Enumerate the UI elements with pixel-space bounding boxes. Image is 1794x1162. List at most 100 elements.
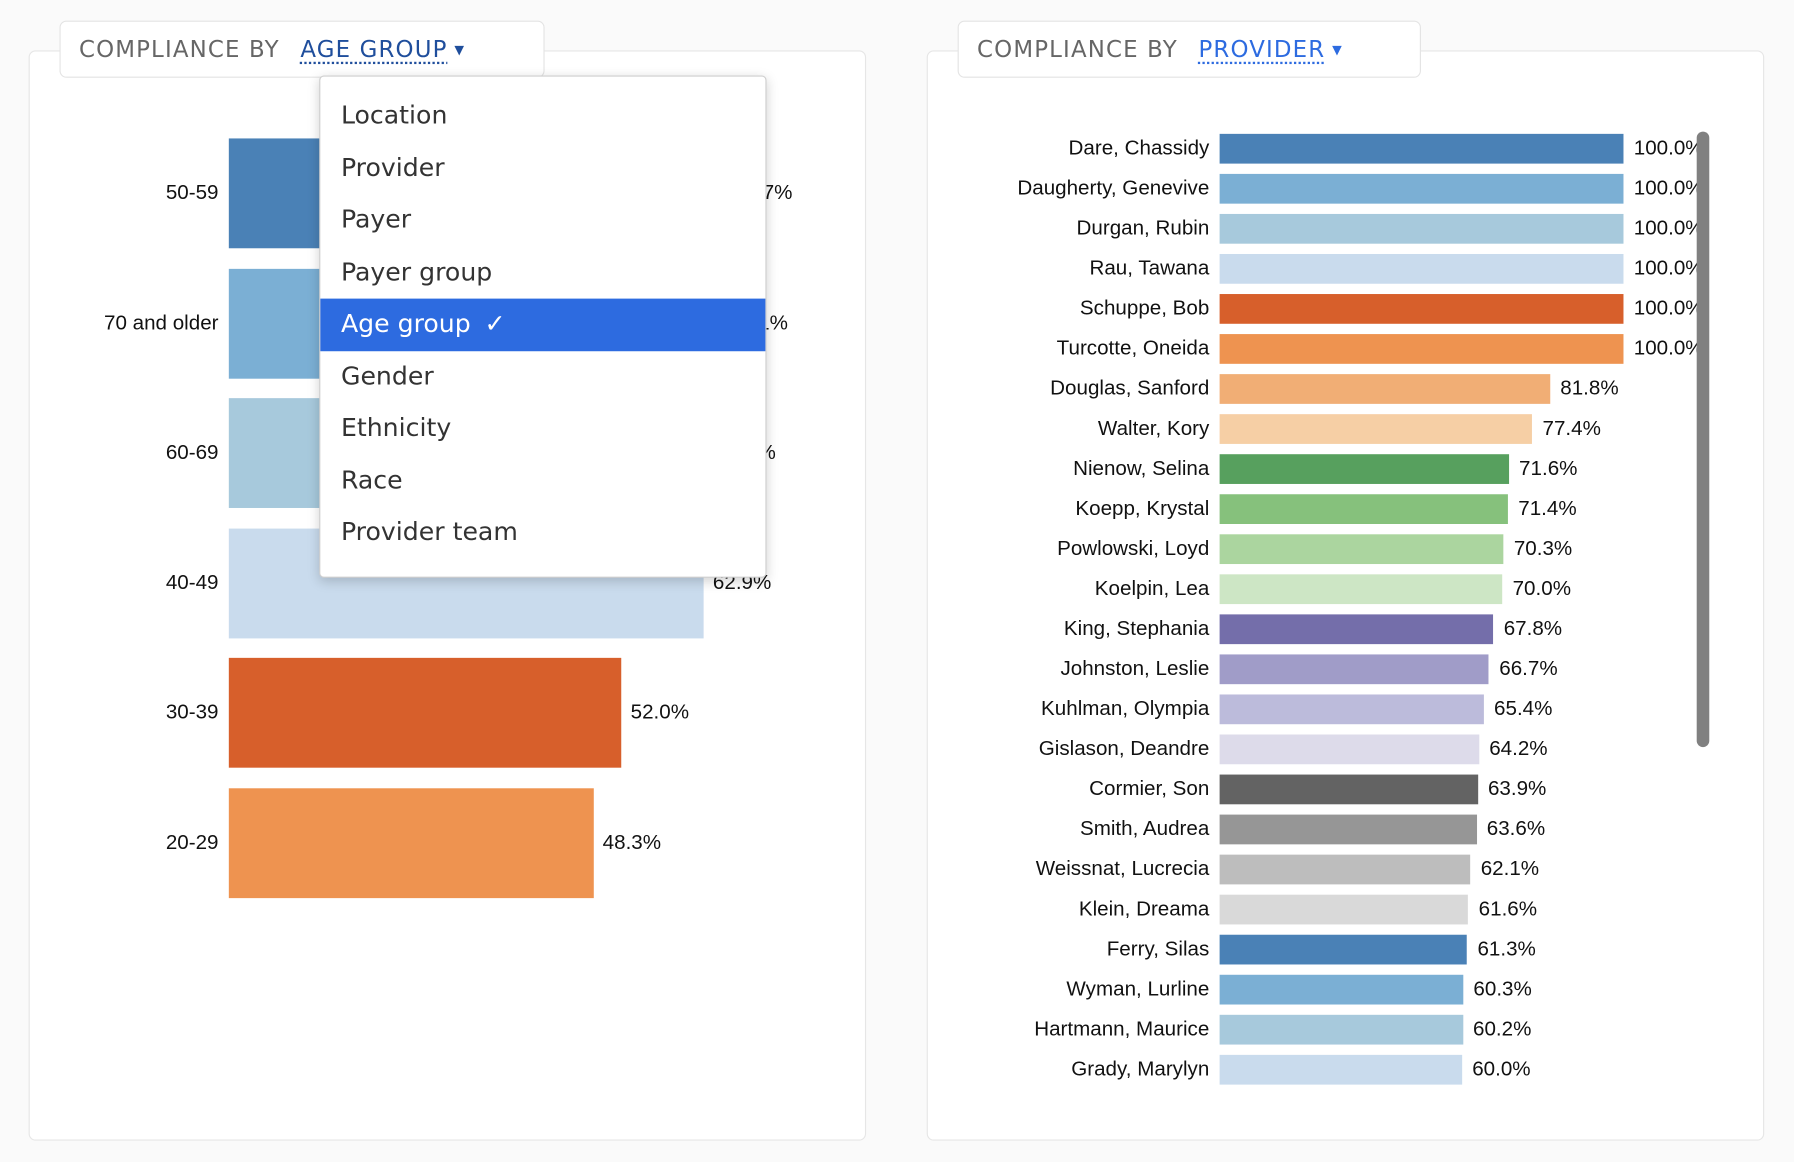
bar[interactable] <box>1219 734 1479 765</box>
bar[interactable] <box>1219 1054 1462 1085</box>
caret-down-icon[interactable]: ▼ <box>454 41 466 57</box>
menu-item-provider[interactable]: Provider <box>320 142 765 194</box>
bar[interactable] <box>1219 854 1471 885</box>
bar[interactable] <box>1219 534 1504 565</box>
bar[interactable] <box>1219 253 1624 284</box>
category-label: Cormier, Son <box>1089 776 1210 800</box>
bar[interactable] <box>1219 574 1503 605</box>
menu-item-payer-group[interactable]: Payer group <box>320 247 765 299</box>
bar[interactable] <box>1219 814 1477 845</box>
category-label: Ferry, Silas <box>1106 937 1210 960</box>
title-prefix: COMPLIANCE BY <box>78 35 280 63</box>
age-group-panel-title: COMPLIANCE BY AGE GROUP ▼ <box>59 20 545 78</box>
value-label: 71.4% <box>1518 496 1577 520</box>
bar[interactable] <box>1219 614 1494 645</box>
category-label: 40-49 <box>165 570 219 594</box>
category-label: King, Stephania <box>1063 616 1210 640</box>
menu-item-label: Gender <box>340 362 434 391</box>
menu-item-race[interactable]: Race <box>320 455 765 507</box>
bar[interactable] <box>1219 334 1624 364</box>
menu-item-payer[interactable]: Payer <box>320 194 765 246</box>
value-label: 70.0% <box>1512 576 1572 600</box>
menu-item-age-group[interactable]: Age group ✓ <box>320 298 766 351</box>
value-label: 100.0% <box>1633 136 1704 160</box>
menu-item-label: Provider team <box>340 518 518 547</box>
category-label: Dare, Chassidy <box>1068 136 1210 160</box>
value-label: 67.8% <box>1503 616 1563 640</box>
menu-item-label: Race <box>340 466 403 495</box>
menu-item-label: Payer <box>340 205 412 235</box>
bar[interactable] <box>1219 494 1508 524</box>
category-label: Wyman, Lurline <box>1066 977 1210 1000</box>
value-label: 64.2% <box>1489 736 1548 760</box>
bar[interactable] <box>1219 934 1468 965</box>
category-label: Daugherty, Genevive <box>1017 176 1210 200</box>
category-label: Klein, Dreama <box>1078 896 1210 920</box>
category-label: Durgan, Rubin <box>1076 216 1210 240</box>
value-label: 77.4% <box>1542 416 1601 440</box>
value-label: 65.4% <box>1494 696 1553 720</box>
bar[interactable] <box>1219 213 1624 244</box>
value-label: 63.9% <box>1487 776 1547 800</box>
category-label: Kuhlman, Olympia <box>1041 696 1210 720</box>
category-label: Gislason, Deandre <box>1038 736 1210 760</box>
category-label: Nienow, Selina <box>1073 456 1210 480</box>
bar[interactable] <box>1219 774 1478 805</box>
category-label: Walter, Kory <box>1097 416 1210 440</box>
menu-item-label: Age group <box>340 310 471 339</box>
menu-item-ethnicity[interactable]: Ethnicity <box>320 403 765 455</box>
bar[interactable] <box>1219 694 1484 725</box>
caret-down-icon[interactable]: ▼ <box>1332 41 1344 57</box>
value-label: 61.3% <box>1477 937 1536 960</box>
category-label: Weissnat, Lucrecia <box>1035 856 1210 880</box>
value-label: 52.0% <box>630 700 690 724</box>
bar[interactable] <box>1219 414 1533 444</box>
provider-panel-title: COMPLIANCE BY PROVIDER ▼ <box>957 20 1421 78</box>
menu-item-gender[interactable]: Gender <box>320 351 765 403</box>
menu-item-provider-team[interactable]: Provider team <box>320 507 765 559</box>
bar[interactable] <box>1219 374 1550 404</box>
group-by-dropdown-menu: Location Provider Payer Payer group Age grou… <box>319 75 767 578</box>
bar[interactable] <box>1219 133 1624 164</box>
value-label: 48.3% <box>602 830 662 854</box>
menu-item-label: Ethnicity <box>340 414 452 443</box>
category-label: Koepp, Krystal <box>1075 496 1210 520</box>
menu-item-label: Provider <box>340 153 445 183</box>
group-by-selector[interactable]: PROVIDER <box>1198 35 1326 63</box>
value-label: 60.3% <box>1473 977 1532 1000</box>
group-by-selector[interactable]: AGE GROUP <box>300 35 448 63</box>
menu-item-location[interactable]: Location <box>320 90 765 142</box>
value-label: 71.6% <box>1519 456 1578 480</box>
category-label: Turcotte, Oneida <box>1056 336 1210 360</box>
bar[interactable] <box>1219 1014 1463 1045</box>
bar[interactable] <box>1219 454 1509 484</box>
provider-chart-scrollbar[interactable] <box>1696 131 1710 748</box>
value-label: 60.0% <box>1472 1057 1531 1081</box>
category-label: Johnston, Leslie <box>1060 656 1210 680</box>
bar[interactable] <box>228 788 594 899</box>
value-label: 100.0% <box>1633 336 1704 360</box>
bar[interactable] <box>1219 974 1464 1005</box>
category-label: 50-59 <box>165 180 219 204</box>
menu-item-label: Payer group <box>340 257 493 287</box>
category-label: Smith, Audrea <box>1079 816 1210 840</box>
category-label: 20-29 <box>165 830 219 854</box>
category-label: 60-69 <box>165 440 219 464</box>
bar[interactable] <box>1219 894 1469 925</box>
bar[interactable] <box>1219 654 1489 685</box>
value-label: 100.0% <box>1633 296 1704 320</box>
bar[interactable] <box>1219 173 1624 204</box>
category-label: Rau, Tawana <box>1089 256 1210 280</box>
bar[interactable] <box>228 658 622 769</box>
menu-item-label: Location <box>340 101 448 131</box>
check-icon: ✓ <box>484 310 506 339</box>
value-label: 100.0% <box>1633 216 1704 240</box>
category-label: Koelpin, Lea <box>1094 576 1210 600</box>
category-label: Hartmann, Maurice <box>1034 1017 1210 1040</box>
bar[interactable] <box>1219 294 1624 324</box>
category-label: Grady, Marylyn <box>1071 1057 1210 1081</box>
title-prefix: COMPLIANCE BY <box>977 35 1178 63</box>
value-label: 100.0% <box>1633 176 1704 200</box>
value-label: 70.3% <box>1513 536 1573 560</box>
value-label: 60.2% <box>1473 1017 1532 1040</box>
